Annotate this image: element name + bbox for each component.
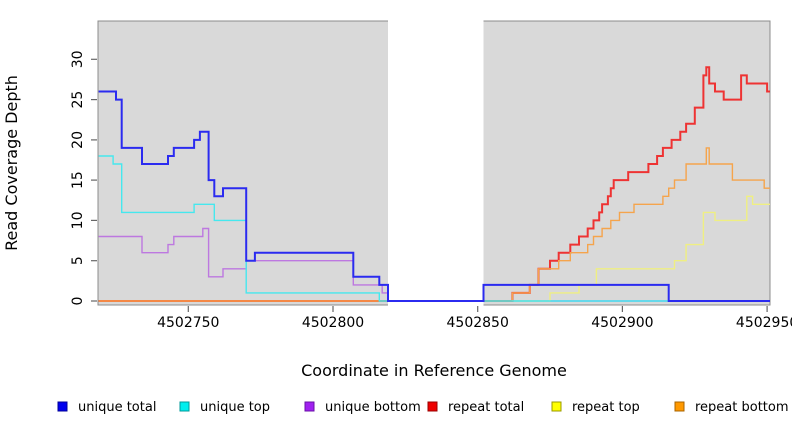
y-axis-tick-label: 0 (70, 297, 86, 306)
masked-gap-band (388, 10, 484, 308)
series-repeat-bottom-line (98, 147, 770, 302)
series-unique-top-line (98, 155, 770, 302)
legend-label-repeat-bottom: repeat bottom (695, 400, 789, 415)
series-unique-total-line (98, 90, 770, 302)
x-axis-tick-label: 4502750 (157, 315, 219, 331)
y-axis-tick-label: 15 (70, 171, 86, 189)
legend-swatch-unique-top (179, 401, 190, 412)
x-axis-title: Coordinate in Reference Genome (301, 361, 567, 380)
legend-swatch-repeat-total (427, 401, 438, 412)
legend: unique total unique top unique bottom repea… (57, 400, 789, 415)
series-unique-bottom-line (98, 227, 770, 302)
legend-label-unique-bottom: unique bottom (325, 400, 421, 415)
y-axis-tick-label: 30 (70, 50, 86, 68)
y-axis-tick-label: 25 (70, 91, 86, 109)
legend-swatch-unique-bottom (304, 401, 315, 412)
series-repeat-top-line (98, 195, 770, 302)
legend-label-repeat-top: repeat top (572, 400, 640, 415)
series-repeat-total-line (98, 66, 770, 302)
y-axis-tick-label: 5 (70, 256, 86, 265)
x-axis-tick-label: 4502900 (591, 315, 653, 331)
y-axis-title: Read Coverage Depth (2, 75, 21, 251)
x-axis-tick-label: 4502800 (302, 315, 364, 331)
legend-swatch-repeat-top (551, 401, 562, 412)
legend-label-unique-top: unique top (200, 400, 270, 415)
legend-swatch-repeat-bottom (674, 401, 685, 412)
legend-swatch-unique-total (57, 401, 68, 412)
x-axis-tick-label: 4502850 (447, 315, 509, 331)
y-axis-tick-label: 20 (70, 131, 86, 149)
legend-label-repeat-total: repeat total (448, 400, 524, 415)
y-axis-tick-label: 10 (70, 211, 86, 229)
legend-label-unique-total: unique total (78, 400, 156, 415)
